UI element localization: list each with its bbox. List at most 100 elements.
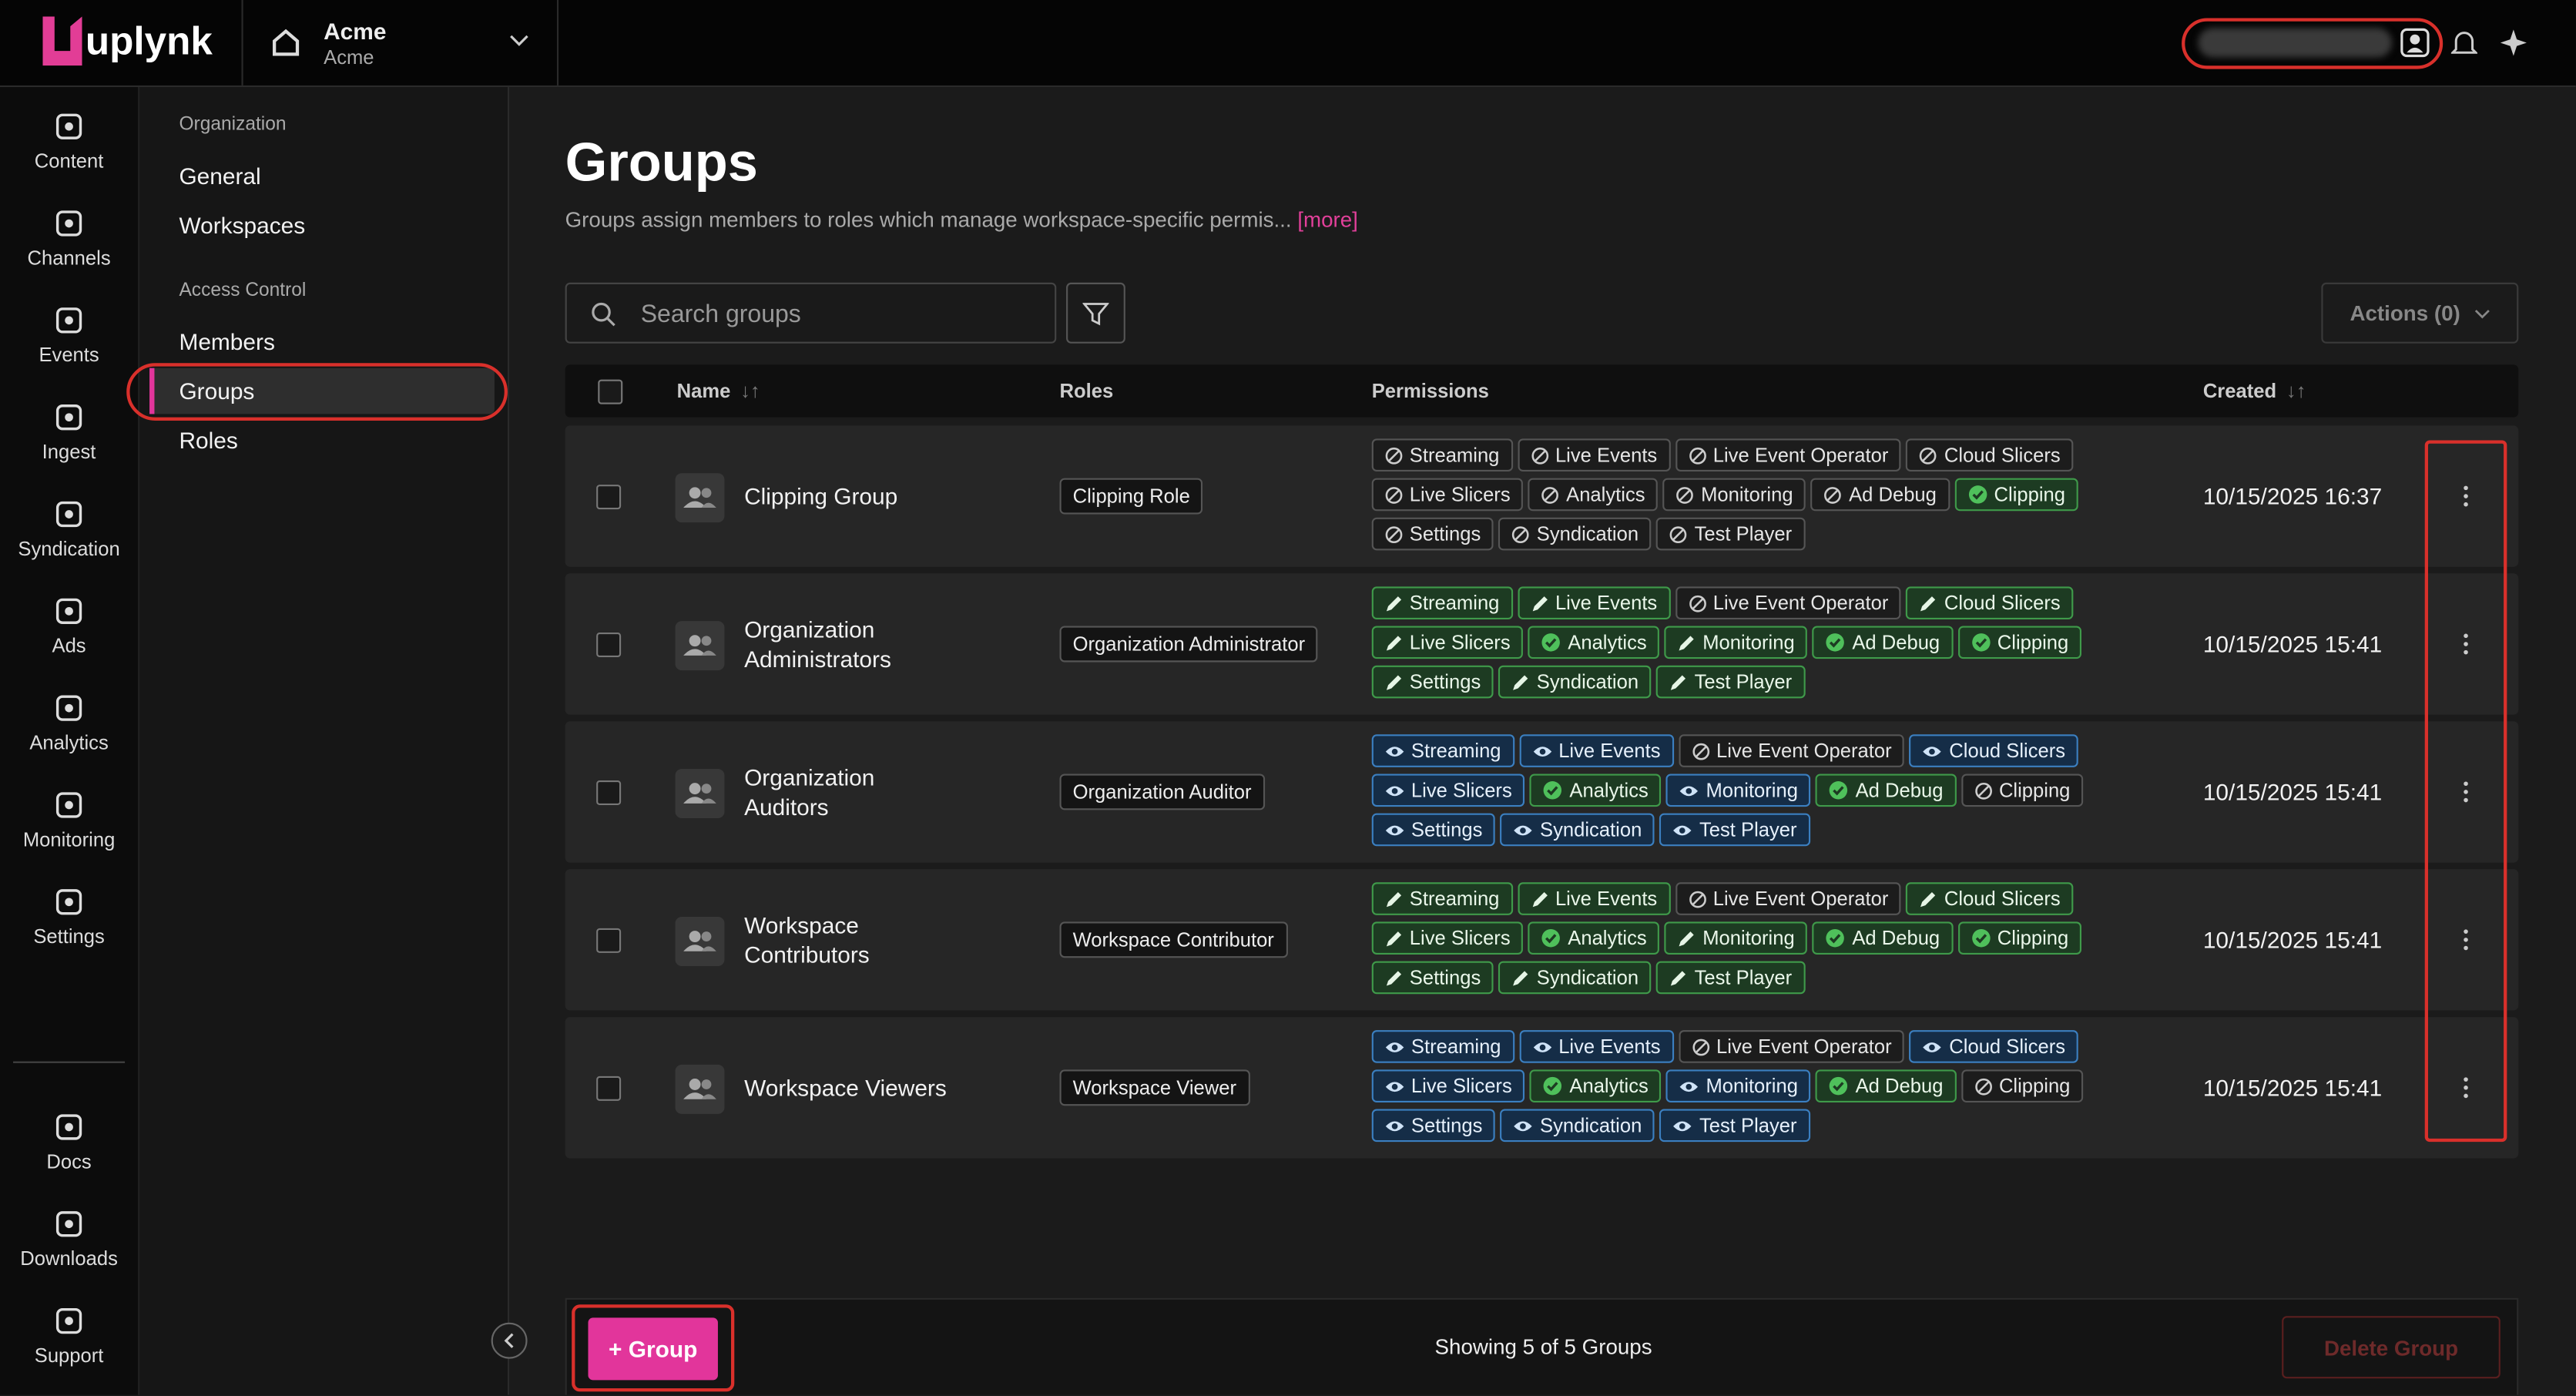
table-row: Workspace ContributorsWorkspace Contribu… xyxy=(565,869,2519,1010)
permission-label: Syndication xyxy=(1537,966,1639,989)
nav-item[interactable]: Docs xyxy=(0,1111,138,1173)
permission-label: Analytics xyxy=(1566,483,1645,506)
nav-item[interactable]: Support xyxy=(0,1304,138,1367)
permission-chip: Settings xyxy=(1372,814,1496,847)
permission-chip: Settings xyxy=(1372,518,1494,551)
nav-item[interactable]: Ingest xyxy=(0,401,138,463)
permission-chip: Syndication xyxy=(1499,518,1652,551)
permissions: StreamingLive EventsLive Event OperatorC… xyxy=(1372,1030,2088,1149)
more-link[interactable]: [more] xyxy=(1297,207,1358,232)
permission-label: Monitoring xyxy=(1706,779,1797,802)
permission-chip: Streaming xyxy=(1372,734,1514,767)
nav-item[interactable]: Content xyxy=(0,110,138,173)
row-checkbox[interactable] xyxy=(596,780,621,805)
nav-item[interactable]: Analytics xyxy=(0,692,138,754)
permission-line: Live SlicersAnalyticsMonitoringAd DebugC… xyxy=(1372,921,2087,955)
permission-label: Live Event Operator xyxy=(1713,444,1889,467)
nav-icon xyxy=(52,401,86,434)
permission-chip: Ad Debug xyxy=(1816,1069,1956,1102)
created: 10/15/2025 15:41 xyxy=(2203,927,2382,953)
org-switcher[interactable]: Acme Acme xyxy=(241,0,558,86)
sidebar-item[interactable]: Members xyxy=(179,329,274,355)
permission-label: Analytics xyxy=(1568,927,1646,950)
permission-line: Live SlicersAnalyticsMonitoringAd DebugC… xyxy=(1372,626,2087,659)
org-sub: Acme xyxy=(324,46,374,69)
user-icon[interactable] xyxy=(2400,28,2430,57)
divider xyxy=(13,1062,125,1063)
permission-label: Clipping xyxy=(1999,779,2070,802)
permission-line: Live SlicersAnalyticsMonitoringAd DebugC… xyxy=(1372,478,2084,512)
nav-item[interactable]: Settings xyxy=(0,885,138,948)
status: Showing 5 of 5 Groups xyxy=(567,1334,2521,1359)
nav-item[interactable]: Channels xyxy=(0,207,138,270)
collapse-button[interactable] xyxy=(491,1323,528,1359)
permission-label: Live Slicers xyxy=(1411,1075,1512,1098)
bell-icon[interactable] xyxy=(2451,28,2477,57)
nav-item[interactable]: Events xyxy=(0,304,138,367)
table-row: Clipping GroupClipping RoleStreamingLive… xyxy=(565,425,2519,566)
permission-label: Streaming xyxy=(1410,444,1500,467)
row-checkbox[interactable] xyxy=(596,633,621,657)
table-row: Organization AdministratorsOrganization … xyxy=(565,573,2519,714)
nav-label: Channels xyxy=(0,247,138,270)
permission-label: Analytics xyxy=(1568,631,1646,654)
permission-chip: Streaming xyxy=(1372,1030,1514,1063)
permission-chip: Analytics xyxy=(1530,774,1662,807)
permission-label: Live Event Operator xyxy=(1716,740,1892,763)
permission-label: Live Events xyxy=(1555,592,1657,615)
search-box[interactable]: Search groups xyxy=(565,283,1057,344)
sidebar-item[interactable]: General xyxy=(179,163,260,189)
sidebar-item[interactable]: Workspaces xyxy=(179,212,305,238)
avatar xyxy=(675,917,724,966)
permission-label: Streaming xyxy=(1410,888,1500,911)
logo-mark xyxy=(42,16,82,65)
nav-label: Content xyxy=(0,149,138,173)
permission-label: Clipping xyxy=(1997,631,2068,654)
permission-chip: Cloud Slicers xyxy=(1907,438,2074,471)
nav-item[interactable]: Monitoring xyxy=(0,789,138,851)
permission-label: Analytics xyxy=(1569,779,1648,802)
select-all[interactable] xyxy=(598,380,622,404)
permission-chip: Streaming xyxy=(1372,586,1513,619)
group-icon xyxy=(675,769,724,818)
table-row: Organization AuditorsOrganization Audito… xyxy=(565,721,2519,862)
permission-chip: Cloud Slicers xyxy=(1910,734,2078,767)
row-checkbox[interactable] xyxy=(596,1076,621,1101)
role-chip: Organization Administrator xyxy=(1060,626,1319,663)
nav-label: Analytics xyxy=(0,731,138,754)
nav-item[interactable]: Downloads xyxy=(0,1207,138,1270)
chevron xyxy=(508,33,531,49)
group-icon xyxy=(675,621,724,670)
nav-item[interactable]: Ads xyxy=(0,595,138,657)
user-blur xyxy=(2198,28,2392,57)
permission-label: Cloud Slicers xyxy=(1949,740,2065,763)
permission-chip: Test Player xyxy=(1657,961,1806,995)
permission-label: Syndication xyxy=(1537,670,1639,693)
sidebar-item[interactable]: Roles xyxy=(179,427,237,453)
actions-button[interactable]: Actions (0) xyxy=(2321,283,2518,344)
search-icon xyxy=(590,300,616,327)
permission-label: Live Slicers xyxy=(1410,483,1511,506)
delete-group-button[interactable]: Delete Group xyxy=(2282,1316,2501,1378)
role-chip: Workspace Viewer xyxy=(1060,1069,1250,1106)
permission-line: StreamingLive EventsLive Event OperatorC… xyxy=(1372,882,2087,915)
permission-chip: Live Event Operator xyxy=(1675,882,1902,915)
role-chip: Clipping Role xyxy=(1060,478,1203,515)
permission-chip: Live Events xyxy=(1519,734,1674,767)
sparkle-icon[interactable] xyxy=(2499,28,2528,57)
permission-chip: Monitoring xyxy=(1665,921,1808,955)
page-title: Groups xyxy=(565,132,758,194)
nav-icon xyxy=(52,498,86,531)
filter-button[interactable] xyxy=(1066,283,1125,344)
nav-item[interactable]: Syndication xyxy=(0,498,138,560)
avatar xyxy=(675,1065,724,1114)
permission-chip: Test Player xyxy=(1660,814,1810,847)
row-checkbox[interactable] xyxy=(596,928,621,953)
org-icon xyxy=(270,26,303,59)
permission-chip: Clipping xyxy=(1961,774,2084,807)
permission-chip: Monitoring xyxy=(1666,1069,1811,1102)
permission-line: StreamingLive EventsLive Event OperatorC… xyxy=(1372,438,2084,471)
row-checkbox[interactable] xyxy=(596,485,621,509)
permissions: StreamingLive EventsLive Event OperatorC… xyxy=(1372,882,2087,1001)
top-bar: uplynk Acme Acme xyxy=(0,0,2576,87)
